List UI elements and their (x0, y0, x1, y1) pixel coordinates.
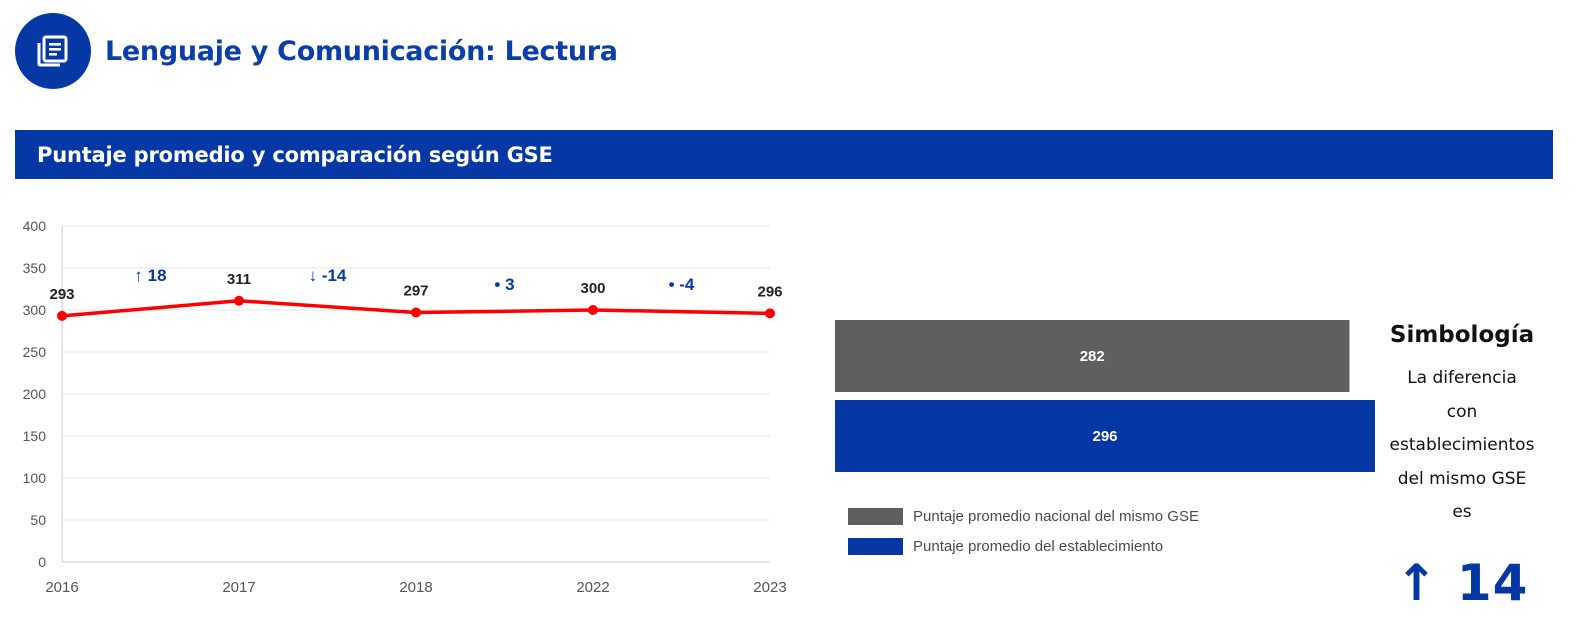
symbology-line: con (1446, 401, 1478, 422)
up-arrow-icon: ↑ (1395, 553, 1439, 612)
symbology-value: 14 (1456, 553, 1529, 612)
bar (835, 400, 1375, 472)
x-tick-label: 2023 (753, 579, 786, 596)
symbology-panel: Simbología La diferencia con establecimi… (1380, 322, 1544, 612)
y-tick-label: 100 (23, 470, 47, 486)
article-icon-glyph (37, 35, 68, 67)
symbology-line: establecimientos (1389, 435, 1535, 455)
change-label: ↑ 18 (134, 266, 166, 285)
data-label: 297 (403, 283, 428, 300)
data-label: 311 (227, 271, 251, 288)
legend-item-national: Puntaje promedio nacional del mismo GSE (848, 506, 1199, 526)
symbology-line: es (1452, 502, 1472, 522)
data-point (411, 307, 421, 318)
banner-title: Puntaje promedio y comparación según GSE (37, 142, 553, 167)
y-tick-label: 250 (23, 344, 47, 360)
bar-legend: Puntaje promedio nacional del mismo GSE … (848, 506, 1199, 566)
y-tick-label: 200 (23, 386, 47, 402)
symbology-difference: ↑ 14 (1380, 554, 1544, 612)
legend-item-school: Puntaje promedio del establecimiento (848, 536, 1199, 556)
change-label: • -4 (669, 275, 695, 294)
data-point (234, 295, 244, 306)
x-tick-label: 2018 (399, 579, 432, 596)
change-label: • 3 (494, 275, 514, 294)
bar-chart: 282 296 (835, 320, 1375, 472)
legend-swatch-school (848, 537, 903, 555)
bar-value-label: 282 (1080, 348, 1105, 365)
bar-value-label: 296 (1092, 428, 1117, 445)
data-label: 296 (757, 283, 782, 300)
y-tick-label: 350 (23, 260, 47, 276)
section-banner: Puntaje promedio y comparación según GSE (15, 130, 1553, 179)
y-tick-label: 0 (38, 554, 46, 570)
line-chart: 0 50 100 150 200 250 300 350 400 2016 2017 2018 2022… (23, 218, 787, 596)
data-label: 300 (580, 280, 605, 297)
symbology-title: Simbología (1389, 322, 1535, 348)
legend-label-national: Puntaje promedio nacional del mismo GSE (913, 507, 1199, 525)
data-point (588, 305, 598, 315)
y-tick-label: 300 (23, 302, 47, 318)
legend-label-school: Puntaje promedio del establecimiento (913, 537, 1164, 555)
legend-swatch-national (848, 507, 903, 525)
data-label: 293 (49, 286, 74, 303)
bar (835, 320, 1350, 392)
x-tick-label: 2022 (576, 579, 609, 596)
page-title: Lenguaje y Comunicación: Lectura (105, 35, 618, 67)
y-tick-label: 150 (23, 428, 47, 444)
x-tick-label: 2016 (45, 579, 78, 596)
symbology-line: del mismo GSE (1397, 468, 1527, 489)
symbology-line: La diferencia (1407, 368, 1517, 388)
section-header: Lenguaje y Comunicación: Lectura (15, 13, 618, 89)
y-tick-label: 400 (23, 218, 47, 234)
article-icon (15, 13, 91, 89)
change-label: ↓ -14 (309, 266, 347, 285)
data-point (765, 308, 775, 319)
data-point (57, 310, 67, 321)
x-tick-label: 2017 (222, 579, 255, 596)
y-tick-label: 50 (30, 512, 46, 528)
